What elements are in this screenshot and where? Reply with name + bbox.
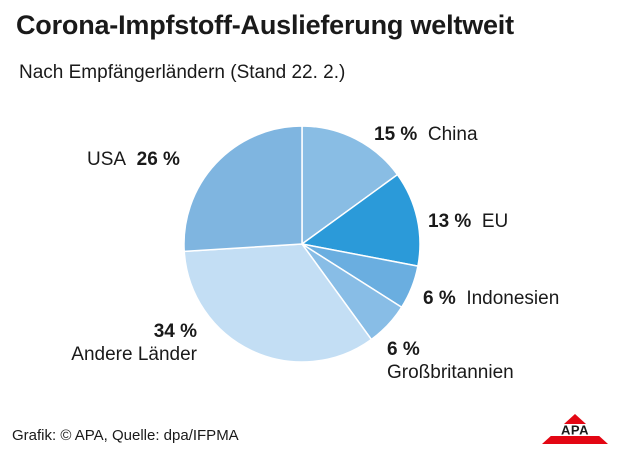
label-andere-name: Andere Länder bbox=[71, 344, 197, 365]
source-footer: Grafik: © APA, Quelle: dpa/IFPMA bbox=[12, 427, 239, 444]
label-grossbritannien-value: 6 % bbox=[387, 339, 420, 360]
label-china: 15 % China bbox=[374, 123, 478, 146]
label-china-name: China bbox=[427, 124, 478, 145]
label-usa: USA 26 % bbox=[87, 148, 180, 171]
pie-chart bbox=[183, 125, 421, 363]
pie-slice-eu bbox=[301, 173, 421, 267]
pie-slice-china bbox=[301, 125, 399, 245]
label-indonesien-value: 6 % bbox=[423, 288, 456, 309]
label-usa-value: 26 % bbox=[136, 149, 180, 170]
label-eu: 13 % EU bbox=[428, 210, 508, 233]
label-china-value: 15 % bbox=[374, 124, 418, 145]
pie-slice-usa bbox=[183, 125, 303, 253]
apa-logo-band bbox=[540, 424, 610, 436]
apa-logo-text: APA bbox=[561, 423, 589, 438]
label-andere: 34 % Andere Länder bbox=[47, 320, 197, 366]
chart-title: Corona-Impfstoff-Auslieferung weltweit bbox=[16, 10, 514, 40]
label-indonesien-name: Indonesien bbox=[466, 288, 560, 309]
label-usa-name: USA bbox=[87, 149, 127, 170]
label-indonesien: 6 % Indonesien bbox=[423, 287, 559, 310]
label-eu-name: EU bbox=[481, 211, 509, 232]
label-andere-value: 34 % bbox=[153, 321, 197, 342]
label-grossbritannien: 6 % Großbritannien bbox=[387, 338, 514, 384]
label-grossbritannien-name: Großbritannien bbox=[387, 362, 514, 383]
pie-slice-andere bbox=[183, 243, 373, 363]
apa-logo: APA bbox=[540, 414, 610, 444]
label-eu-value: 13 % bbox=[428, 211, 472, 232]
chart-subtitle: Nach Empfängerländern (Stand 22. 2.) bbox=[19, 62, 346, 83]
